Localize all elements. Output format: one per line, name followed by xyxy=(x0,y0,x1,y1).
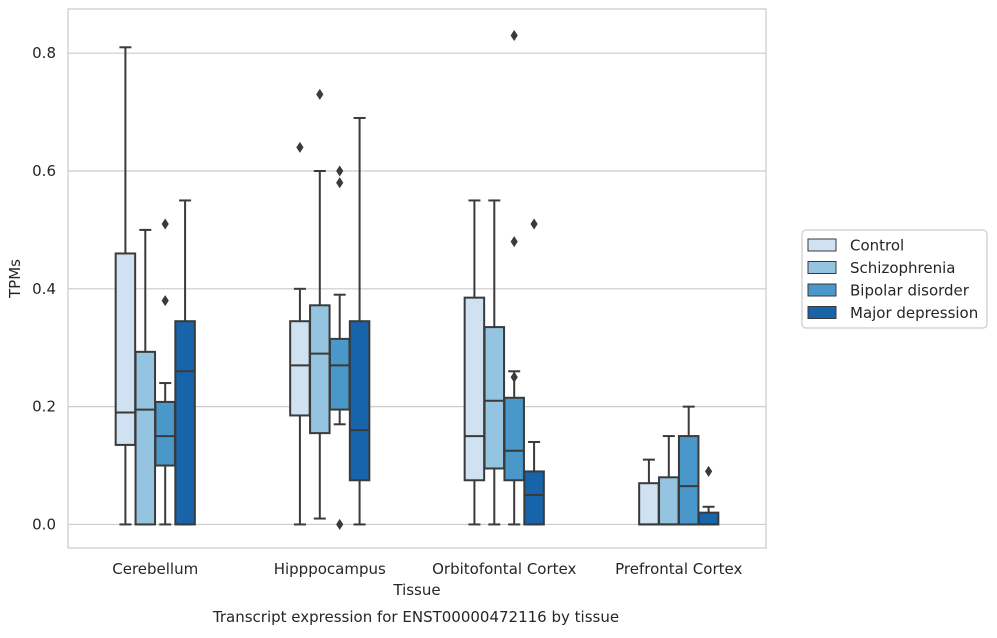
outlier-point xyxy=(336,518,344,530)
outlier-point xyxy=(510,236,518,248)
y-axis: 0.0 0.2 0.4 0.6 0.8 xyxy=(32,44,56,533)
box-schizophrenia xyxy=(483,199,506,526)
y-tick-label: 0.8 xyxy=(32,44,56,62)
box-schizophrenia xyxy=(134,228,157,526)
box-major-depression xyxy=(523,218,545,526)
outlier-point xyxy=(336,165,344,177)
outlier-point xyxy=(510,30,518,42)
box-iqr xyxy=(309,304,331,435)
outlier-point xyxy=(704,465,713,477)
box-control xyxy=(638,458,660,526)
y-tick-label: 0.6 xyxy=(32,162,56,180)
legend-item[interactable]: Major depression xyxy=(807,304,978,322)
x-tick-label: Prefrontal Cortex xyxy=(615,560,742,578)
box-iqr xyxy=(697,511,720,526)
box-control xyxy=(114,46,137,526)
box-control xyxy=(289,141,311,526)
legend-swatch xyxy=(807,283,837,297)
box-iqr xyxy=(174,320,196,526)
y-tick-label: 0.0 xyxy=(32,515,56,533)
outlier-point xyxy=(316,88,324,100)
box-schizophrenia xyxy=(309,88,331,520)
box-iqr xyxy=(463,296,486,482)
chart-title: Transcript expression for ENST0000047211… xyxy=(212,608,619,626)
legend-frame xyxy=(801,229,988,329)
box-iqr xyxy=(134,350,157,526)
box-iqr xyxy=(483,326,506,470)
x-tick-label: Hipppocampus xyxy=(274,560,386,578)
box-iqr xyxy=(523,470,545,526)
y-tick-label: 0.2 xyxy=(32,398,56,416)
legend-label: Bipolar disorder xyxy=(850,282,970,300)
legend-swatch xyxy=(807,261,837,274)
box-bipolar-disorder xyxy=(677,405,700,526)
box-iqr xyxy=(503,396,525,482)
box-bipolar-disorder xyxy=(503,30,525,526)
outlier-point xyxy=(161,295,169,307)
box-iqr xyxy=(638,482,660,526)
box-major-depression xyxy=(697,465,720,526)
legend[interactable]: Control Schizophrenia Bipolar disorder Majo… xyxy=(801,229,988,329)
legend-item[interactable]: Bipolar disorder xyxy=(807,282,970,300)
box-iqr xyxy=(289,320,311,417)
legend-item[interactable]: Control xyxy=(807,237,904,255)
box-major-depression xyxy=(348,116,371,526)
box-iqr xyxy=(114,252,137,446)
y-axis-label: TPMs xyxy=(6,259,24,299)
box-control xyxy=(463,199,486,526)
box-bipolar-disorder xyxy=(328,165,351,530)
box-major-depression xyxy=(174,199,196,526)
outlier-point xyxy=(510,371,518,383)
outlier-point xyxy=(336,177,344,189)
x-axis-label: Tissue xyxy=(392,581,440,599)
outlier-point xyxy=(296,141,304,153)
plot-area xyxy=(114,30,720,530)
legend-item[interactable]: Schizophrenia xyxy=(807,259,955,277)
plot-frame xyxy=(67,8,767,549)
x-tick-label: Cerebellum xyxy=(112,560,198,578)
legend-label: Schizophrenia xyxy=(850,259,955,277)
box-bipolar-disorder xyxy=(154,218,176,526)
y-tick-label: 0.4 xyxy=(32,280,56,298)
outlier-point xyxy=(161,218,169,230)
box-iqr xyxy=(328,337,351,411)
x-axis: Cerebellum Hipppocampus Orbitofontal Corte… xyxy=(112,560,742,578)
legend-label: Major depression xyxy=(850,304,978,322)
box-iqr xyxy=(348,320,371,482)
legend-label: Control xyxy=(850,237,904,255)
box-iqr xyxy=(677,435,700,526)
box-schizophrenia xyxy=(658,435,680,526)
x-tick-label: Orbitofontal Cortex xyxy=(432,560,576,578)
box-iqr xyxy=(154,400,176,467)
box-iqr xyxy=(658,476,680,526)
legend-swatch xyxy=(807,238,837,252)
outlier-point xyxy=(530,218,538,230)
legend-swatch xyxy=(807,306,837,319)
